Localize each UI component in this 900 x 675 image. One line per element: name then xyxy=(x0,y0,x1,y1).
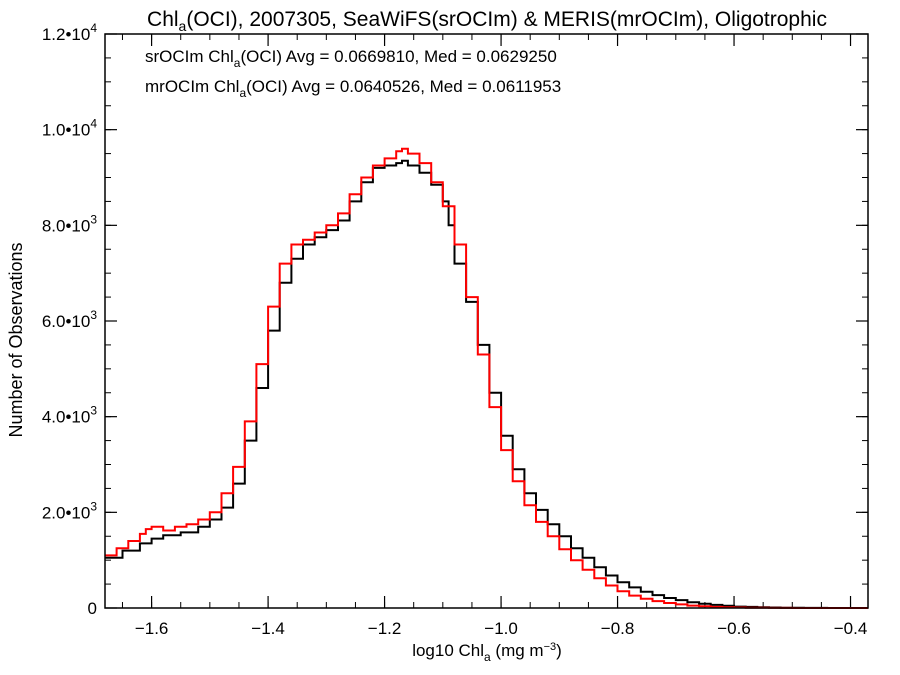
title-subscript: a xyxy=(179,18,187,34)
annotation-sroclm: srOCIm Chla(OCI) Avg = 0.0669810, Med = … xyxy=(145,47,557,70)
plot-frame xyxy=(104,33,869,609)
series-srOCIm xyxy=(105,159,868,609)
y-tick-label: 0 xyxy=(88,599,97,618)
y-tick-label: 4.0•103 xyxy=(42,404,98,427)
x-tick-label: −0.6 xyxy=(717,619,751,638)
axis-ticks: −1.6 −1.4 −1.2 −1.0 −0.8 −0.6 −0.4 0 2.0•103 4.0•… xyxy=(42,21,868,638)
y-tick-label: 6.0•103 xyxy=(42,308,98,331)
x-tick-label: −1.4 xyxy=(251,619,285,638)
x-tick-label: −1.2 xyxy=(368,619,402,638)
title-rest: (OCI), 2007305, SeaWiFS(srOCIm) & MERIS(… xyxy=(186,8,827,31)
x-tick-label: −1.6 xyxy=(135,619,169,638)
x-axis-label: log10 Chla (mg m−3) xyxy=(412,641,562,664)
x-tick-label: −0.4 xyxy=(834,619,868,638)
annotation-mroclm: mrOCIm Chla(OCI) Avg = 0.0640526, Med = … xyxy=(145,77,561,100)
y-axis-label: Number of Observations xyxy=(6,242,26,437)
y-tick-label: 2.0•103 xyxy=(42,499,98,522)
title-main: Chl xyxy=(147,8,179,31)
y-tick-label: 1.2•104 xyxy=(42,21,98,44)
x-tick-label: −1.0 xyxy=(484,619,518,638)
y-tick-label: 1.0•104 xyxy=(42,117,98,140)
x-tick-label: −0.8 xyxy=(601,619,635,638)
series-mrOCIm xyxy=(105,147,868,609)
data-series xyxy=(105,147,868,609)
y-tick-label: 8.0•103 xyxy=(42,212,98,235)
chart-title: Chla(OCI), 2007305, SeaWiFS(srOCIm) & ME… xyxy=(147,8,827,34)
